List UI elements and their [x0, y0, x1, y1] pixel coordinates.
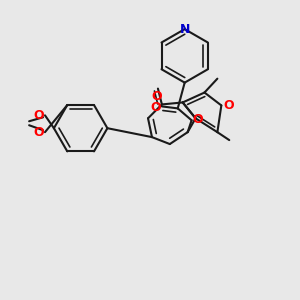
Text: O: O — [192, 113, 203, 126]
Text: O: O — [223, 99, 234, 112]
Text: O: O — [34, 109, 44, 122]
Text: N: N — [179, 22, 190, 36]
Text: O: O — [34, 126, 44, 139]
Text: O: O — [151, 101, 161, 114]
Text: O: O — [152, 90, 162, 103]
